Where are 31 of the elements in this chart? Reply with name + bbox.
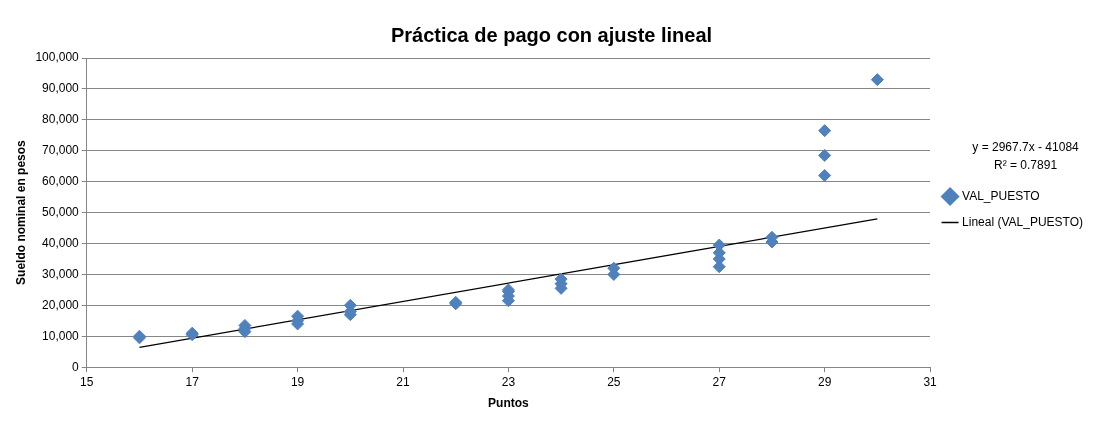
y-tick-label: 70,000 — [42, 143, 80, 158]
point — [818, 148, 832, 162]
x-tick-label: 27 — [712, 374, 727, 389]
y-tick-label: 10,000 — [42, 328, 80, 343]
y-tick-label: 40,000 — [42, 235, 80, 250]
text: y = 2967.7x - 41084 — [972, 140, 1080, 155]
y-tick-label: 100,000 — [35, 50, 80, 65]
point — [818, 169, 832, 182]
legend-label: Lineal (VAL_PUESTO) — [962, 214, 1084, 229]
y-tick-label: 60,000 — [42, 173, 80, 188]
text: R² = 0.7891 — [994, 158, 1058, 173]
x-tick-label: 23 — [501, 374, 516, 389]
x-tick-label: 31 — [923, 374, 938, 389]
point — [870, 73, 884, 87]
chart-title: Práctica de pago con ajuste lineal — [390, 23, 713, 46]
x-tick-label: 25 — [607, 374, 621, 389]
y-tick-label: 20,000 — [42, 297, 80, 312]
x-tick-label: 19 — [290, 374, 305, 389]
y-axis-title: Sueldo nominal en pesos — [13, 139, 28, 285]
y-tick-label: 30,000 — [42, 266, 80, 281]
x-axis-title: Puntos — [488, 396, 530, 411]
x-tick-label: 29 — [817, 374, 832, 389]
legend-label: VAL_PUESTO — [962, 188, 1040, 203]
x-tick-label: 15 — [80, 374, 94, 389]
point — [818, 124, 832, 138]
y-tick-label: 80,000 — [42, 112, 80, 127]
y-tick-label: 90,000 — [42, 81, 80, 96]
y-tick-label: 0 — [72, 359, 80, 374]
x-tick-label: 17 — [185, 374, 200, 389]
y-tick-label: 50,000 — [42, 204, 80, 219]
x-tick-label: 21 — [396, 374, 410, 389]
